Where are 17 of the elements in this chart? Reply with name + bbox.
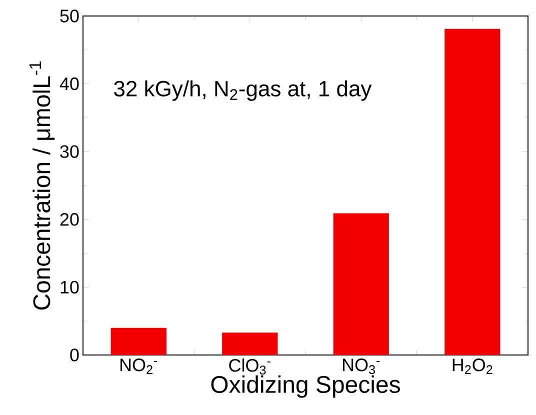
bar xyxy=(333,213,389,355)
y-tick-label: 50 xyxy=(60,10,79,22)
x-tick-label: NO$_{2}$- xyxy=(120,358,158,374)
y-tick-label: 10 xyxy=(60,280,79,294)
bar xyxy=(222,332,278,355)
x-tick-label: H$_{2}$O$_{2}$ xyxy=(452,358,492,374)
x-axis-title: Oxidizing Species xyxy=(211,375,400,398)
y-tick-label: 0 xyxy=(70,348,79,362)
bar xyxy=(110,328,166,355)
annotation: 32 kGy/h, N$_{2}$-gas at, 1 day xyxy=(114,80,372,101)
bar xyxy=(444,28,500,355)
x-tick-label: NO$_{3}$- xyxy=(343,358,380,374)
y-tick-label: 30 xyxy=(60,145,79,158)
y-tick-label: 20 xyxy=(60,213,79,226)
x-tick-label: ClO$_{3}$- xyxy=(229,358,270,375)
y-tick-label: 40 xyxy=(60,77,79,90)
y-axis-title: Concentration / μmolL$^{-1}$ xyxy=(29,61,55,310)
